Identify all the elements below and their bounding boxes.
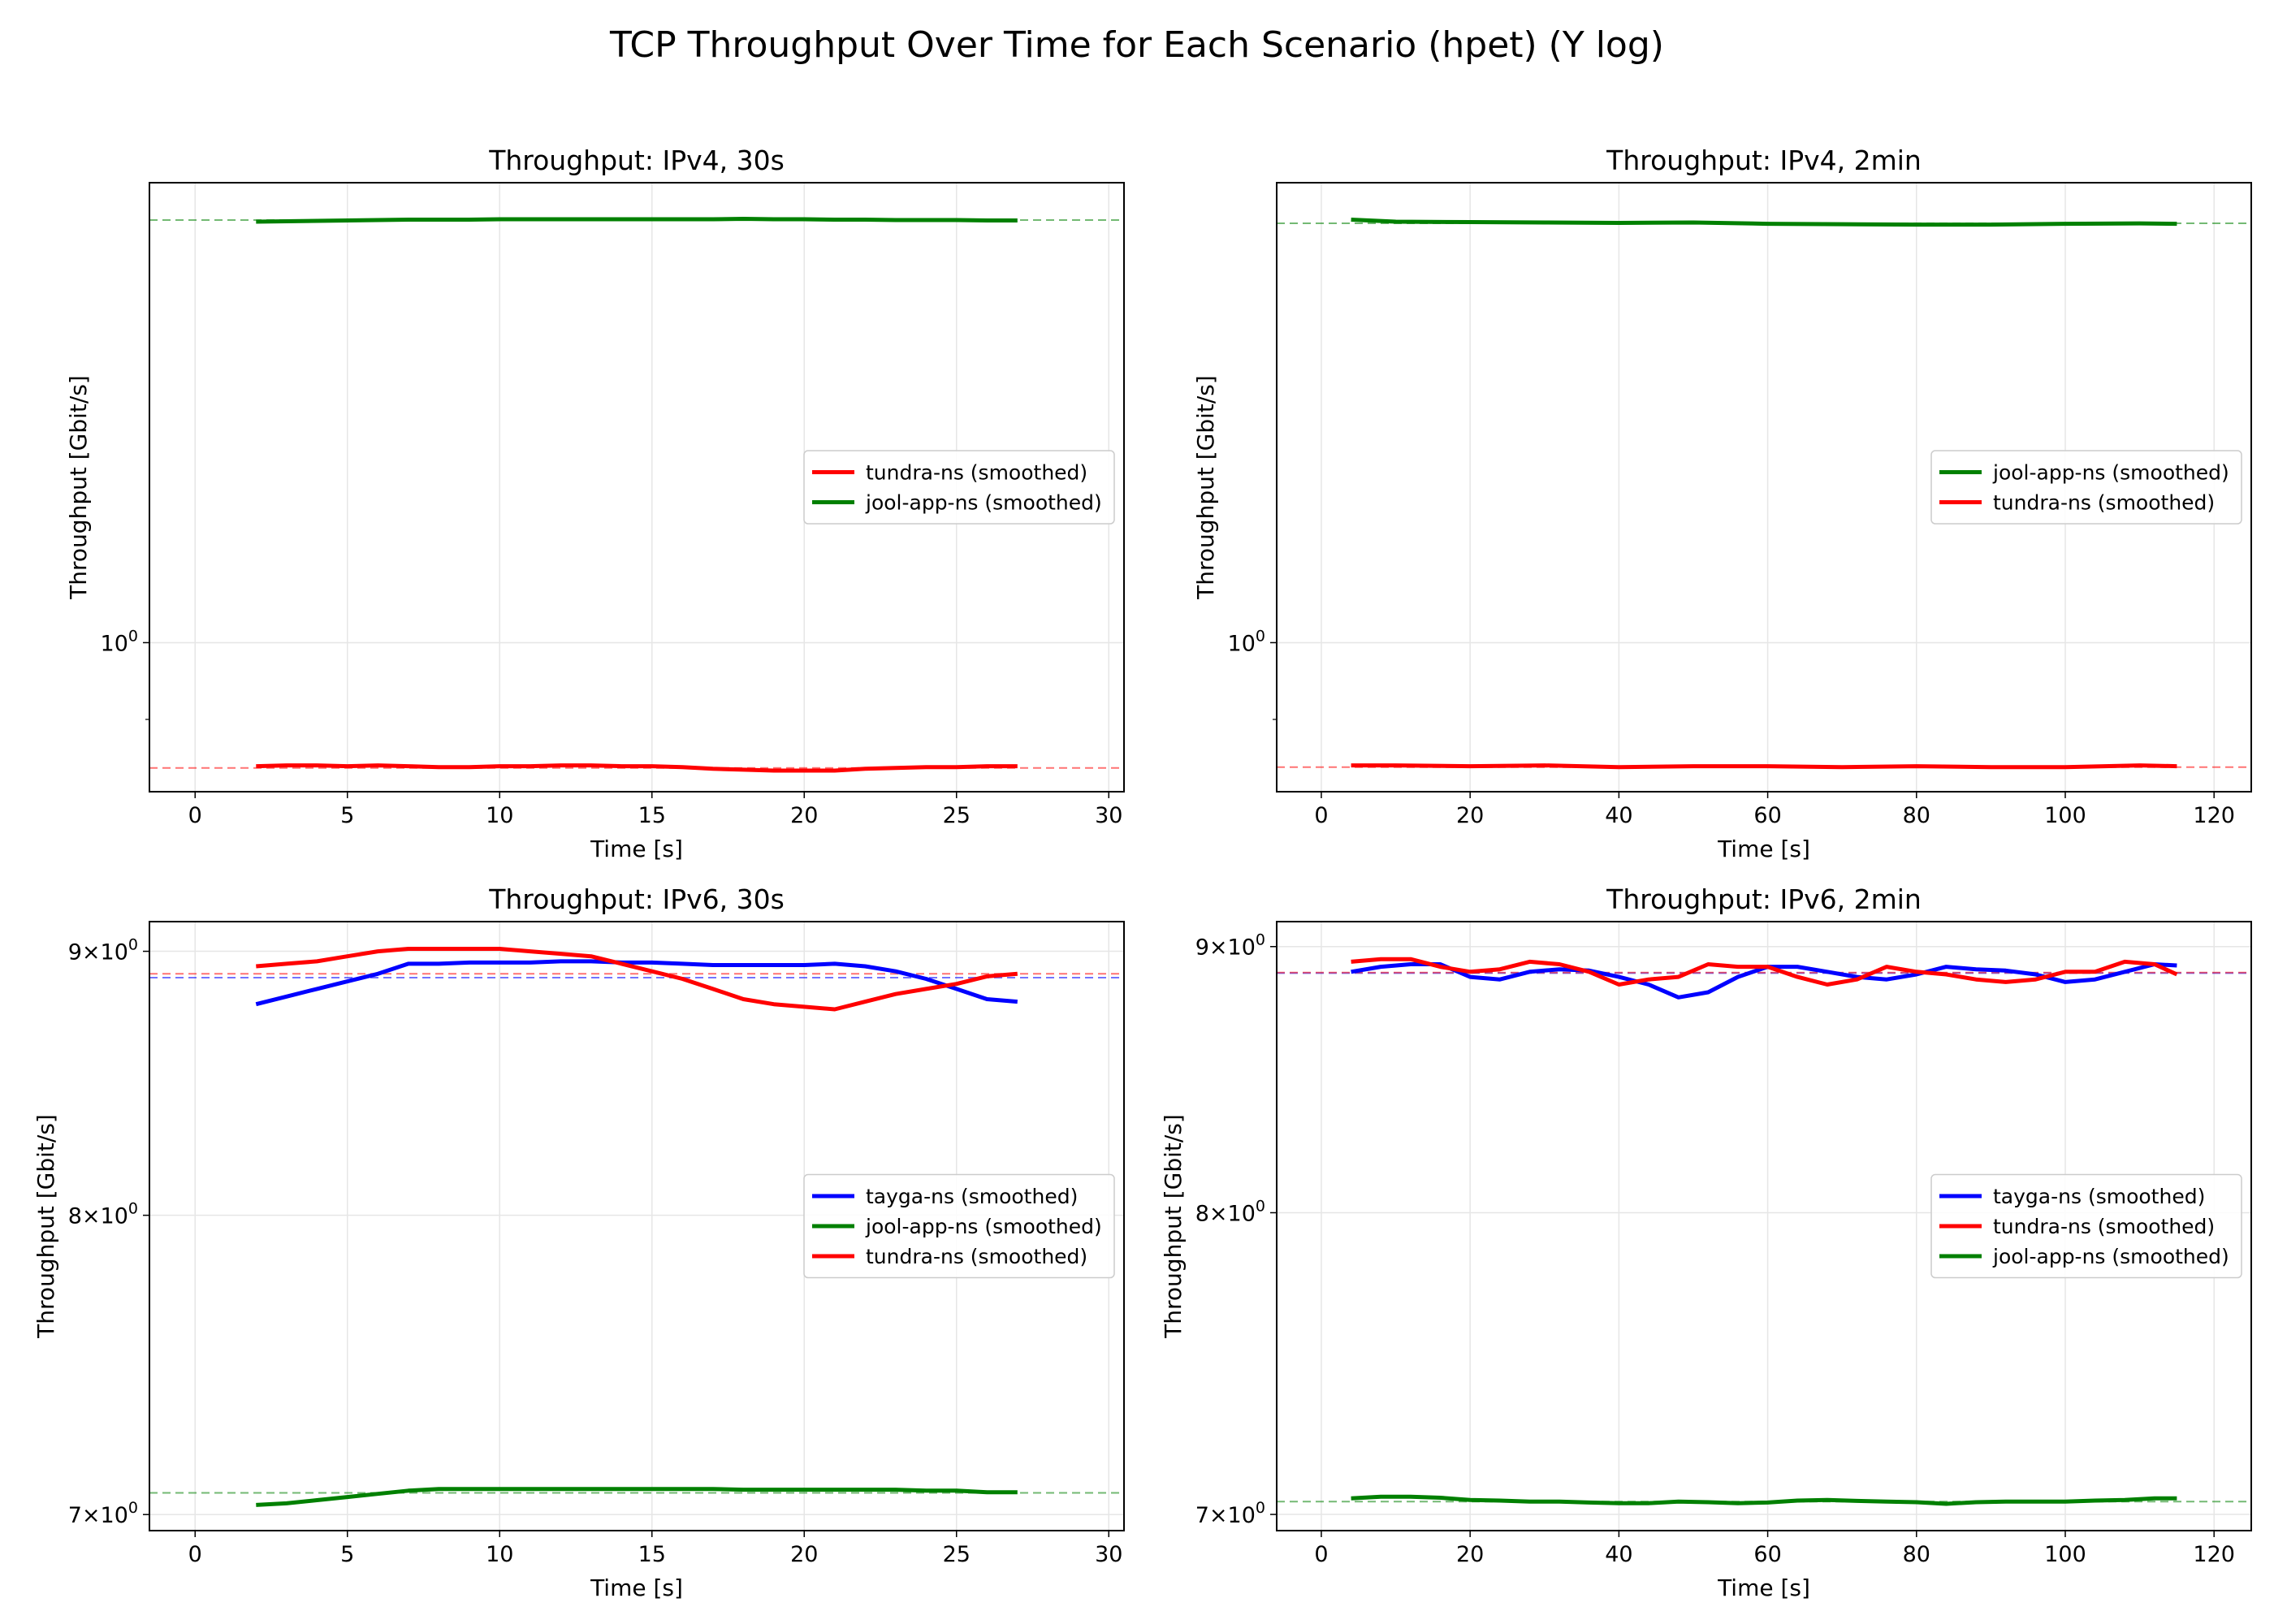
series-line-jool-app-ns [1351, 1494, 2177, 1506]
legend: tayga-ns (smoothed) jool-app-ns (smoothed… [803, 1173, 1115, 1279]
series-line-tundra-ns [1351, 957, 2178, 987]
x-tick-label: 20 [1456, 1542, 1484, 1567]
x-tick-label: 100 [2044, 1542, 2086, 1567]
x-tick-label: 120 [2193, 1542, 2235, 1567]
y-tick-label: 8×100 [1195, 1197, 1265, 1226]
legend-label-tundra-ns: tundra-ns (smoothed) [866, 461, 1087, 485]
x-axis-label: Time [s] [1717, 836, 1810, 862]
legend-label-tayga-ns: tayga-ns (smoothed) [1993, 1185, 2205, 1208]
y-tick-label: 8×100 [68, 1200, 138, 1229]
x-tick-label: 60 [1753, 1542, 1781, 1567]
x-tick-label: 20 [1456, 803, 1484, 828]
subplot-title: Throughput: IPv4, 30s [488, 145, 785, 176]
subplot-ipv6-2min: 0 20 40 60 80 100 120 7×100 8×100 9×100 Throughput… [1160, 883, 2252, 1601]
subplot-title: Throughput: IPv6, 30s [488, 883, 785, 915]
x-tick-label: 15 [638, 1542, 666, 1567]
x-tick-label: 0 [188, 1542, 202, 1567]
y-tick-label: 100 [101, 627, 138, 656]
x-tick-label: 30 [1095, 803, 1122, 828]
axes-frame [1276, 182, 2252, 793]
legend-label-jool-app-ns: jool-app-ns (smoothed) [1992, 461, 2229, 485]
y-axis-label: Throughput [Gbit/s] [65, 375, 92, 600]
series-line-tundra-ns [256, 763, 1018, 773]
y-tick-label: 9×100 [68, 936, 138, 965]
y-axis-label: Throughput [Gbit/s] [1160, 1114, 1187, 1339]
legend-label-jool-app-ns: jool-app-ns (smoothed) [1992, 1245, 2229, 1268]
series-line-jool-app-ns [1351, 218, 2177, 227]
legend-box [1930, 450, 2242, 525]
x-tick-label: 60 [1753, 803, 1781, 828]
x-tick-label: 0 [1314, 1542, 1328, 1567]
legend-box [803, 450, 1115, 525]
legend-box [1930, 1173, 2242, 1279]
x-tick-label: 5 [340, 803, 354, 828]
x-tick-label: 40 [1605, 1542, 1632, 1567]
legend-label-tundra-ns: tundra-ns (smoothed) [866, 1245, 1087, 1268]
x-axis-label: Time [s] [1717, 1574, 1810, 1601]
y-tick-label: 7×100 [1195, 1499, 1265, 1528]
series-line-jool-app-ns [256, 1487, 1018, 1507]
legend-label-tundra-ns: tundra-ns (smoothed) [1993, 491, 2215, 515]
legend-label-jool-app-ns: jool-app-ns (smoothed) [865, 491, 1102, 515]
legend: jool-app-ns (smoothed) tundra-ns (smoothe… [1930, 450, 2242, 525]
x-tick-label: 0 [188, 803, 202, 828]
legend: tundra-ns (smoothed) jool-app-ns (smoothe… [803, 450, 1115, 525]
subplot-ipv4-30s: 0 5 10 15 20 25 30 100 Throughput: IPv4, 30s Time… [65, 145, 1125, 862]
x-tick-label: 20 [790, 803, 818, 828]
x-tick-label: 5 [340, 1542, 354, 1567]
subplot-title: Throughput: IPv6, 2min [1606, 883, 1922, 915]
subplot-ipv4-2min: 0 20 40 60 80 100 120 100 Throughput: IPv4, 2min… [1192, 145, 2252, 862]
series-line-tayga-ns [255, 959, 1018, 1007]
y-tick-label: 9×100 [1195, 931, 1265, 961]
figure-title: TCP Throughput Over Time for Each Scenar… [610, 24, 1664, 66]
x-tick-label: 80 [1903, 1542, 1930, 1567]
x-tick-label: 30 [1095, 1542, 1122, 1567]
x-tick-label: 10 [486, 803, 513, 828]
axes-frame [1276, 921, 2252, 1531]
x-tick-label: 40 [1605, 803, 1632, 828]
y-tick-label: 100 [1228, 627, 1265, 656]
subplot-ipv6-30s: 0 5 10 15 20 25 30 7×100 8×100 9×100 Throughput: I… [32, 883, 1125, 1601]
axes-frame [149, 921, 1125, 1531]
x-tick-label: 10 [486, 1542, 513, 1567]
x-tick-label: 15 [638, 803, 666, 828]
y-axis-label: Throughput [Gbit/s] [1192, 375, 1219, 600]
x-tick-label: 80 [1903, 803, 1930, 828]
x-tick-label: 20 [790, 1542, 818, 1567]
series-line-jool-app-ns [256, 217, 1018, 224]
legend-label-tayga-ns: tayga-ns (smoothed) [866, 1185, 1078, 1208]
x-tick-label: 120 [2193, 803, 2235, 828]
x-tick-label: 25 [943, 803, 971, 828]
x-axis-label: Time [s] [590, 1574, 683, 1601]
series-line-tundra-ns [256, 947, 1018, 1012]
x-tick-label: 100 [2044, 803, 2086, 828]
subplot-title: Throughput: IPv4, 2min [1606, 145, 1922, 176]
legend-label-jool-app-ns: jool-app-ns (smoothed) [865, 1215, 1102, 1238]
series-line-tundra-ns [1351, 763, 2177, 770]
legend-box [803, 1173, 1115, 1279]
axes-frame [149, 182, 1125, 793]
x-tick-label: 0 [1314, 803, 1328, 828]
x-axis-label: Time [s] [590, 836, 683, 862]
x-tick-label: 25 [943, 1542, 971, 1567]
y-axis-label: Throughput [Gbit/s] [32, 1114, 59, 1339]
legend: tayga-ns (smoothed) tundra-ns (smoothed) j… [1930, 1173, 2242, 1279]
legend-label-tundra-ns: tundra-ns (smoothed) [1993, 1215, 2215, 1238]
y-tick-label: 7×100 [68, 1499, 138, 1528]
